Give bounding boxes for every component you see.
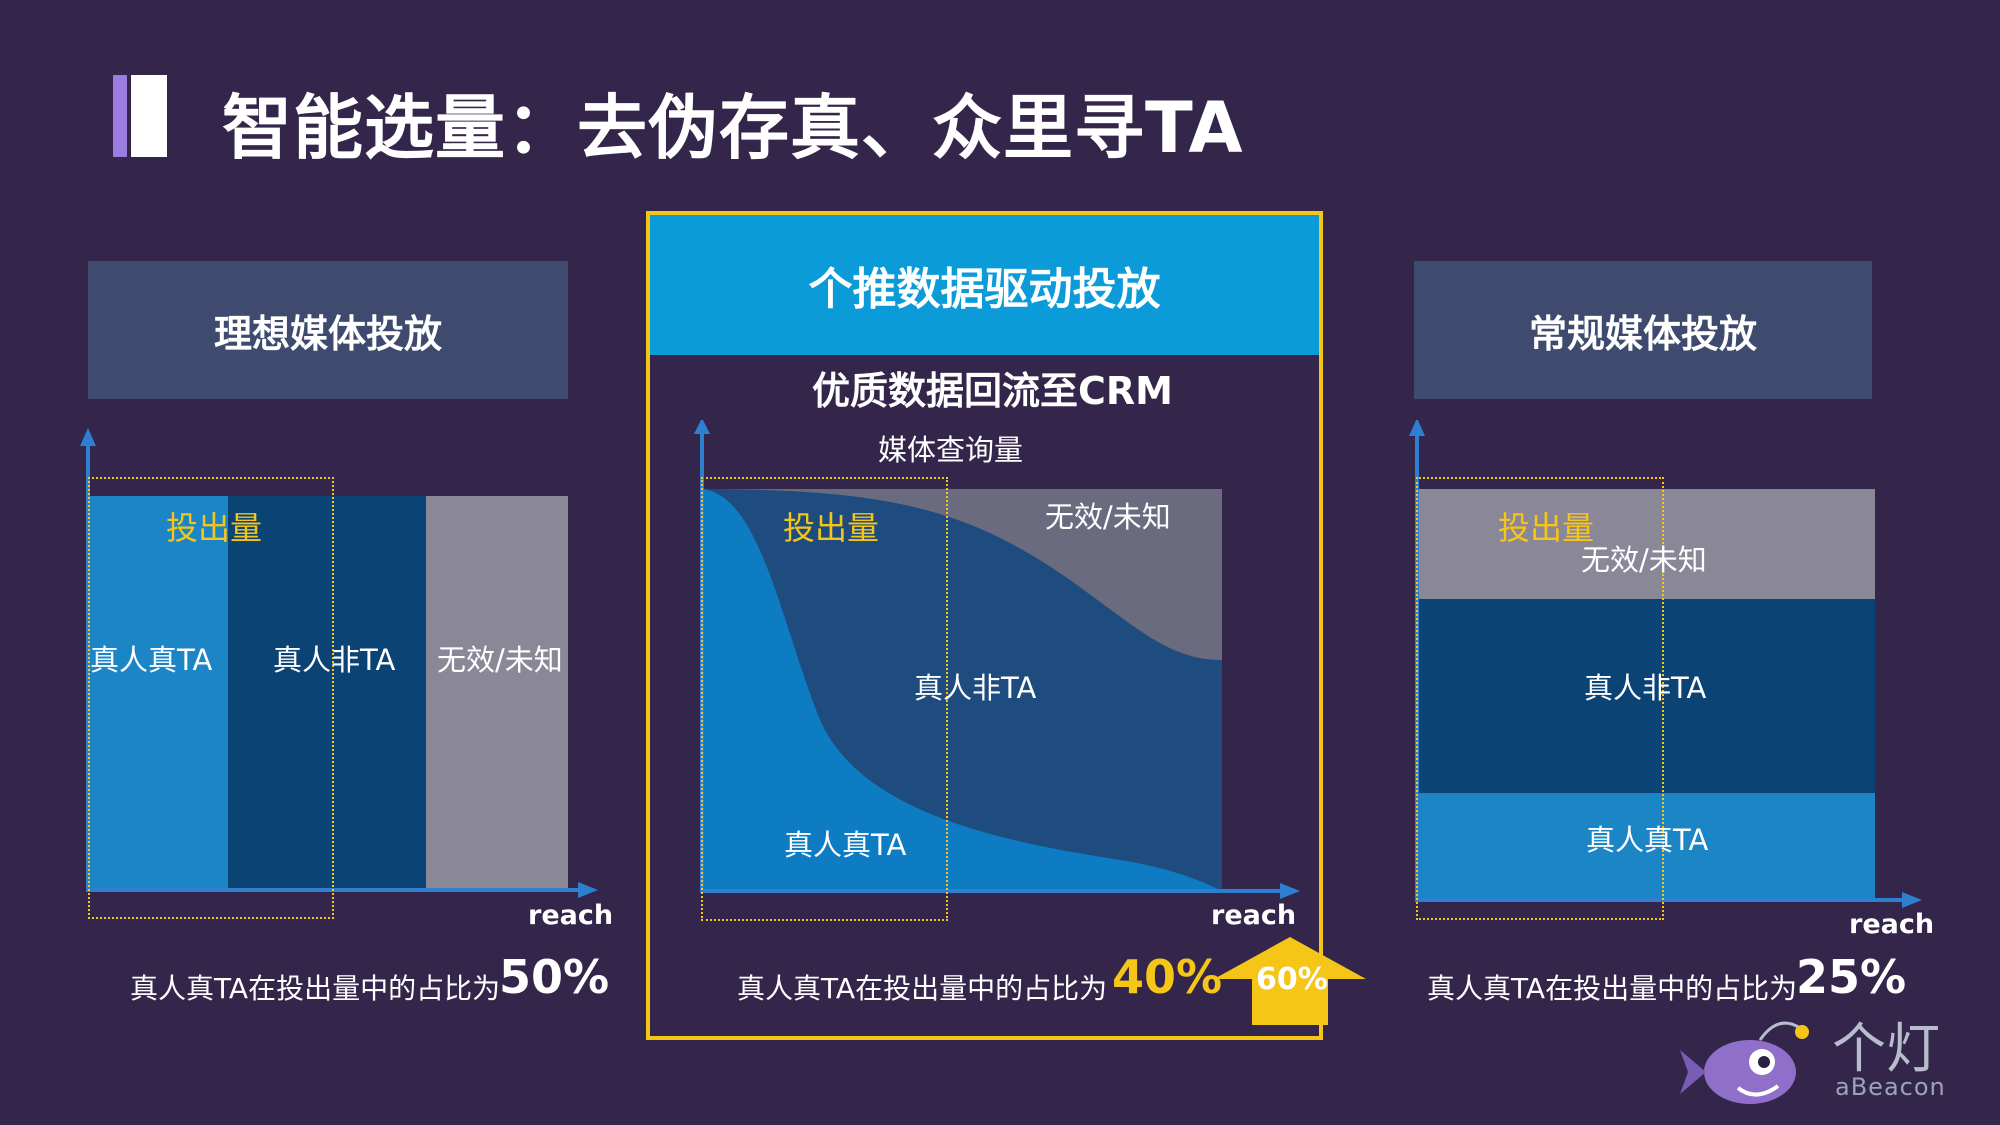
center-panel-header: 个推数据驱动投放 <box>650 215 1319 355</box>
center-label-invalid: 无效/未知 <box>1045 500 1171 534</box>
center-label-true-ta: 真人真TA <box>784 828 907 862</box>
right-caption-pct: 25% <box>1796 950 1907 1004</box>
left-caption-pct: 50% <box>499 950 610 1004</box>
center-y-axis-arrow-icon <box>694 420 710 434</box>
right-y-axis-arrow-icon <box>1409 420 1425 436</box>
center-caption-pct: 40% <box>1112 950 1223 1004</box>
right-label-invalid: 无效/未知 <box>1581 543 1707 577</box>
center-diagram <box>694 420 1300 899</box>
center-arrow-pct: 60% <box>1256 962 1328 997</box>
left-label-true-ta: 真人真TA <box>90 643 213 677</box>
right-label-true-non-ta: 真人非TA <box>1584 671 1707 705</box>
center-x-axis-arrow-icon <box>1280 883 1300 899</box>
right-output-box <box>1416 477 1664 920</box>
left-x-axis-arrow-icon <box>578 882 598 898</box>
right-panel-header: 常规媒体投放 <box>1414 261 1872 399</box>
right-label-true-ta: 真人真TA <box>1586 823 1709 857</box>
center-output-label: 投出量 <box>783 509 880 547</box>
logo-en-text: aBeacon <box>1835 1073 1946 1101</box>
right-output-label: 投出量 <box>1498 509 1595 547</box>
center-reach-label: reach <box>1211 900 1297 931</box>
center-label-true-non-ta: 真人非TA <box>914 671 1037 705</box>
center-area-true-ta <box>702 489 1222 891</box>
left-seg-invalid <box>426 496 568 890</box>
left-output-label: 投出量 <box>166 509 263 547</box>
center-highlight-frame <box>646 211 1323 1040</box>
title-accent-bar-wide <box>131 75 167 157</box>
left-y-axis-arrow-icon <box>80 428 96 446</box>
right-x-axis-arrow-icon <box>1902 892 1922 908</box>
right-seg-true-ta <box>1417 793 1875 901</box>
right-caption: 真人真TA在投出量中的占比为 <box>1427 972 1798 1005</box>
right-seg-true-non-ta <box>1417 599 1875 793</box>
left-seg-true-non-ta <box>228 496 426 890</box>
logo-cn-text: 个灯 <box>1832 1017 1940 1080</box>
center-axis-label: 媒体查询量 <box>878 433 1024 467</box>
left-caption: 真人真TA在投出量中的占比为 <box>130 972 501 1005</box>
left-label-invalid: 无效/未知 <box>437 643 563 677</box>
left-seg-true-ta <box>88 496 228 890</box>
left-reach-label: reach <box>528 900 614 931</box>
right-reach-label: reach <box>1849 909 1935 940</box>
left-output-box <box>88 477 334 919</box>
center-caption: 真人真TA在投出量中的占比为 <box>737 972 1108 1005</box>
anglerfish-logo-icon <box>1680 1021 1809 1104</box>
center-up-arrow-icon <box>1214 937 1366 1025</box>
right-seg-invalid <box>1417 489 1875 599</box>
title-accent-bar <box>113 75 127 157</box>
center-output-box <box>701 477 948 921</box>
center-subheader: 优质数据回流至CRM <box>812 369 1173 413</box>
left-diagram <box>80 428 598 898</box>
left-label-true-non-ta: 真人非TA <box>273 643 396 677</box>
right-diagram <box>1409 420 1922 908</box>
left-panel-header: 理想媒体投放 <box>88 261 568 399</box>
page-title: 智能选量：去伪存真、众里寻TA <box>222 87 1244 169</box>
